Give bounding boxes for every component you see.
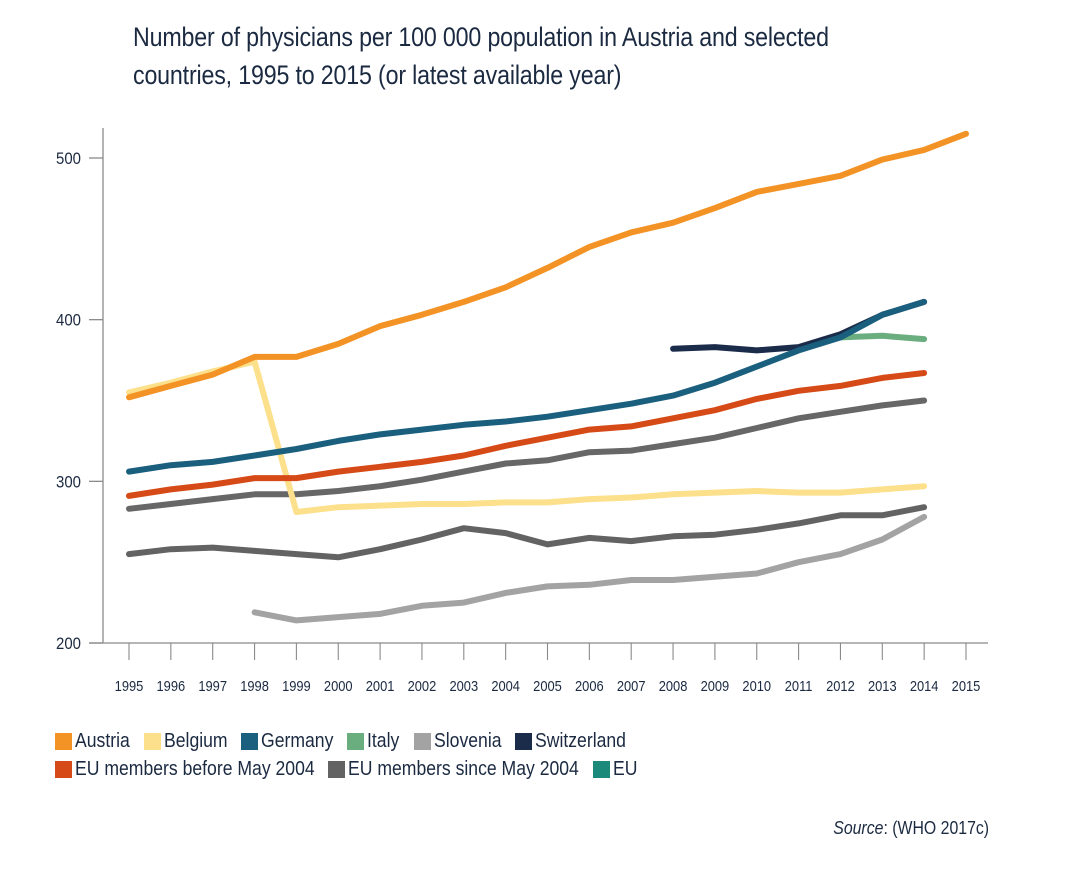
legend-swatch	[347, 732, 365, 750]
legend-item: EU members since May 2004	[328, 755, 579, 783]
legend-item: Austria	[55, 727, 130, 755]
series-line-austria	[126, 130, 969, 401]
legend-swatch	[55, 760, 72, 778]
series-lines	[126, 130, 969, 624]
legend-label: Slovenia	[434, 730, 502, 752]
legend-label: Germany	[260, 730, 334, 752]
series-line-germany	[126, 298, 928, 475]
legend-swatch	[240, 732, 258, 750]
x-tick-label: 2000	[324, 677, 353, 694]
x-tick-label: 2012	[826, 677, 855, 694]
x-tick-label: 2010	[742, 677, 771, 694]
x-tick-label: 2011	[785, 677, 813, 694]
chart-title: Number of physicians per 100 000 populat…	[133, 18, 873, 94]
legend-item: EU	[593, 755, 638, 783]
legend: Austria Belgium Germany Italy Slovenia Switze…	[55, 727, 652, 783]
chart-title-line-2: countries, 1995 to 2015 (or latest avail…	[133, 60, 622, 90]
legend-label: Belgium	[163, 730, 228, 752]
legend-label: EU members before May 2004	[75, 758, 315, 780]
x-tick-label: 2006	[575, 677, 604, 694]
x-tick-label: 2007	[617, 677, 646, 694]
chart-title-line-1: Number of physicians per 100 000 populat…	[133, 22, 829, 52]
series-line-eu-members-before-may-2004	[126, 370, 928, 499]
legend-label: EU members since May 2004	[348, 758, 580, 780]
legend-swatch	[55, 732, 72, 750]
legend-swatch	[143, 732, 161, 750]
legend-label: Austria	[75, 730, 130, 752]
x-tick-label: 2014	[910, 677, 939, 694]
axes	[89, 128, 988, 644]
x-axis-ticks: 1995 1996 1997 1998 1999 2000 2001 2002 2003 2004…	[115, 643, 981, 694]
legend-swatch	[515, 732, 533, 750]
x-tick-label: 2002	[408, 677, 437, 694]
x-tick-label: 1999	[282, 677, 311, 694]
legend-swatch	[593, 760, 611, 778]
x-tick-label: 2001	[366, 677, 395, 694]
x-tick-label: 2015	[952, 677, 981, 694]
x-tick-label: 2005	[533, 677, 562, 694]
legend-row: EU members before May 2004 EU members sin…	[55, 755, 652, 783]
legend-label: Italy	[367, 730, 400, 752]
series-line-belgium	[126, 358, 928, 515]
series-line-switzerland	[670, 298, 928, 354]
legend-swatch	[414, 732, 432, 750]
legend-item: Belgium	[143, 727, 228, 755]
y-tick-label: 400	[56, 312, 81, 330]
legend-item: Germany	[240, 727, 334, 755]
x-tick-label: 1996	[157, 677, 186, 694]
source-text: : (WHO 2017c)	[883, 818, 989, 838]
legend-item: Slovenia	[414, 727, 502, 755]
y-tick-label: 500	[56, 150, 81, 168]
legend-swatch	[328, 760, 346, 778]
x-tick-label: 2008	[659, 677, 688, 694]
x-tick-label: 1995	[115, 677, 144, 694]
legend-item: EU members before May 2004	[55, 755, 315, 783]
y-axis-ticks: 200 300 400 500	[56, 150, 103, 653]
x-tick-label: 2003	[449, 677, 478, 694]
series-line-eu	[126, 397, 928, 512]
legend-label: EU	[613, 758, 638, 780]
legend-label: Switzerland	[535, 730, 627, 752]
x-tick-label: 1998	[240, 677, 269, 694]
series-line-italy	[837, 332, 928, 343]
legend-item: Italy	[347, 727, 400, 755]
series-line-eu-members-since-may-2004	[126, 504, 928, 561]
y-tick-label: 200	[56, 635, 81, 653]
x-tick-label: 2004	[491, 677, 520, 694]
legend-item: Switzerland	[515, 727, 626, 755]
x-tick-label: 2013	[868, 677, 897, 694]
x-tick-label: 2009	[701, 677, 730, 694]
series-line-slovenia	[251, 513, 928, 624]
source-label: Source	[833, 818, 884, 838]
source-note: Source: (WHO 2017c)	[833, 818, 989, 839]
y-tick-label: 300	[56, 474, 81, 492]
x-tick-label: 1997	[198, 677, 227, 694]
legend-row: Austria Belgium Germany Italy Slovenia Switze…	[55, 727, 652, 755]
